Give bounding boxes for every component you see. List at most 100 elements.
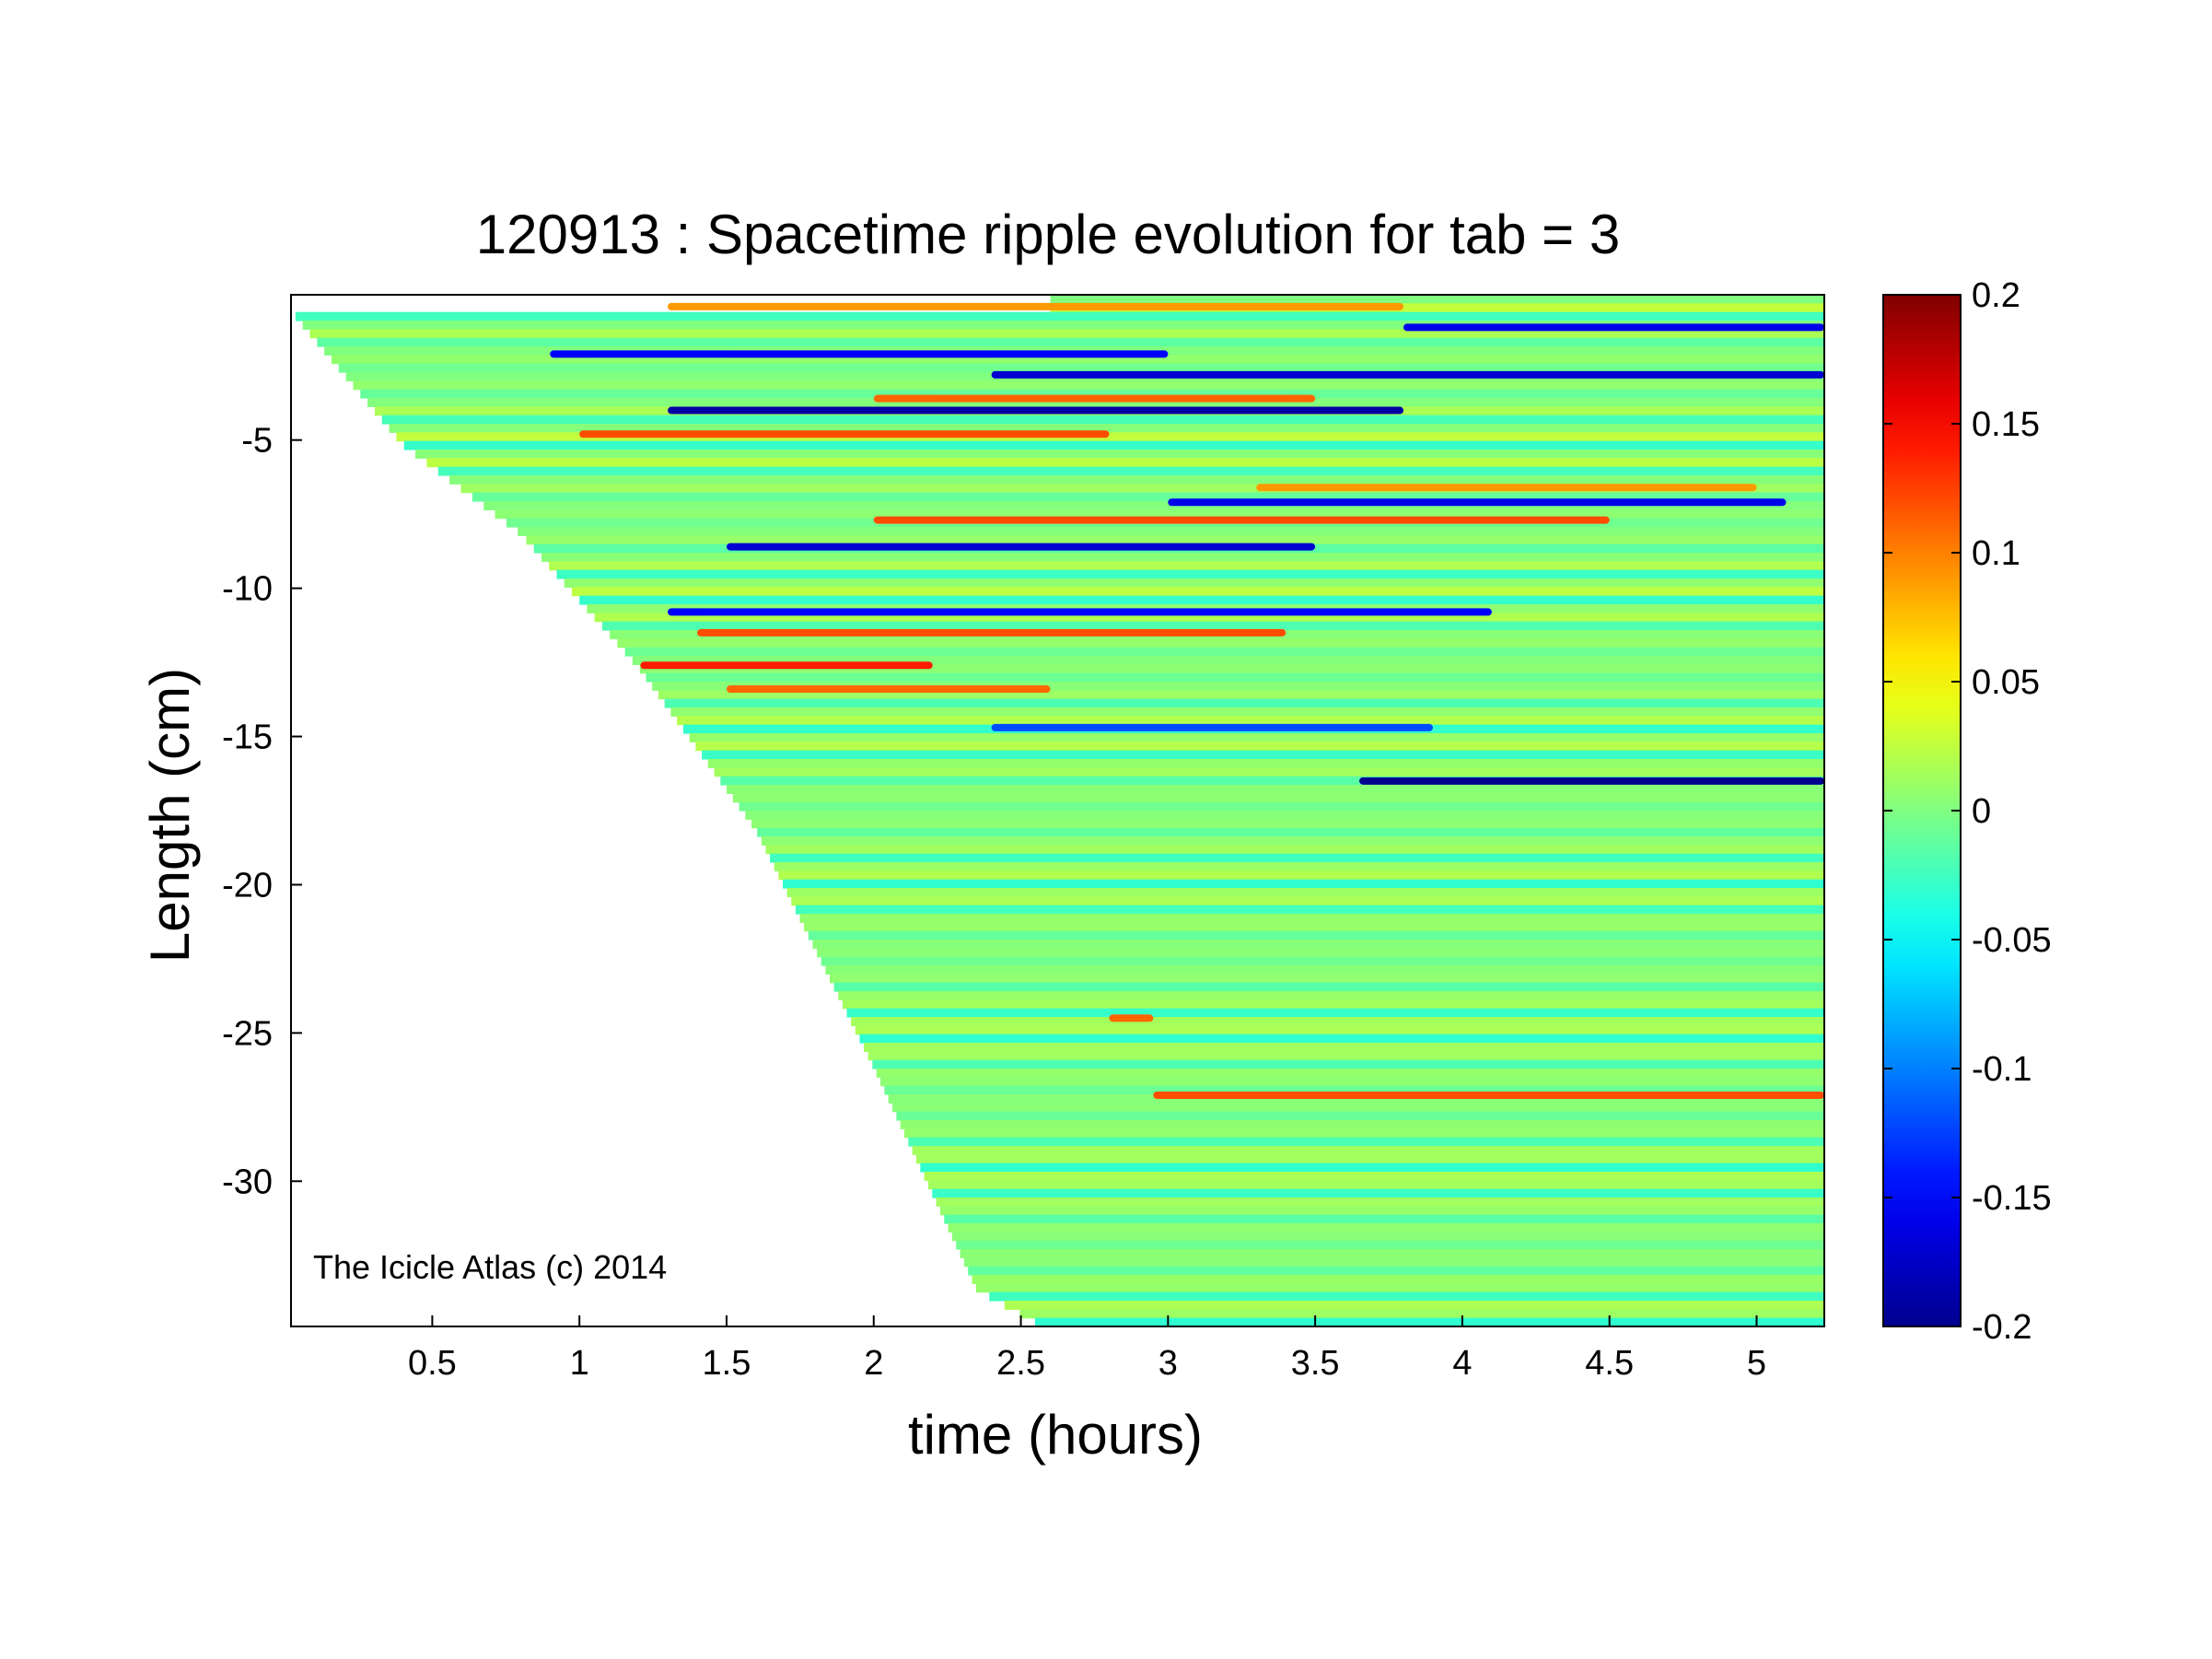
heatmap-row: [812, 940, 1824, 949]
heatmap-row: [617, 638, 1824, 648]
heatmap-row: [944, 1214, 1824, 1224]
heatmap-row: [632, 656, 1824, 665]
heatmap-row: [707, 759, 1824, 768]
heatmap-row: [915, 1154, 1824, 1164]
colorbar-tick-label: -0.15: [1972, 1179, 2052, 1218]
colorbar-tick-label: 0.15: [1972, 405, 2040, 444]
heatmap-row: [646, 672, 1824, 683]
heatmap-row: [975, 1283, 1824, 1293]
heatmap-row: [924, 1172, 1824, 1181]
ripple-band: [873, 516, 1610, 524]
heatmap-row: [960, 1249, 1824, 1258]
ripple-band: [640, 661, 933, 670]
heatmap-row: [920, 1162, 1824, 1173]
heatmap-row: [601, 621, 1824, 631]
heatmap-row: [353, 380, 1824, 391]
colorbar-tick-label: -0.05: [1972, 921, 2052, 960]
ripple-band: [1359, 777, 1824, 785]
heatmap-row: [989, 1291, 1824, 1302]
x-axis-label: time (hours): [908, 1404, 1203, 1466]
ripple-band: [726, 543, 1316, 551]
heatmap-row: [732, 793, 1824, 803]
ripple-band: [726, 685, 1051, 694]
y-tick-label: -25: [222, 1014, 273, 1053]
heatmap-row: [437, 466, 1824, 476]
y-tick-label: -30: [222, 1162, 273, 1201]
heatmap-row: [838, 991, 1824, 1000]
heatmap-row: [936, 1198, 1824, 1207]
heatmap-row: [972, 1275, 1824, 1284]
heatmap-row: [579, 595, 1824, 605]
ripple-band: [1168, 498, 1787, 507]
heatmap-row: [727, 785, 1824, 794]
heatmap-row: [939, 1206, 1824, 1216]
heatmap-row: [884, 1085, 1824, 1095]
heatmap-row: [403, 440, 1824, 450]
heatmap-plot-area: [295, 295, 1824, 1326]
colorbar-tick-label: -0.1: [1972, 1050, 2032, 1089]
heatmap-row: [912, 1146, 1824, 1155]
x-tick-label: 3.5: [1291, 1344, 1340, 1383]
heatmap-row: [795, 905, 1824, 915]
heatmap-row: [846, 1008, 1824, 1018]
heatmap-row: [460, 484, 1824, 494]
heatmap-row: [963, 1257, 1824, 1268]
y-tick-label: -5: [241, 422, 273, 461]
ripple-band: [668, 302, 1404, 310]
heatmap-row: [594, 613, 1824, 623]
heatmap-row: [720, 776, 1824, 786]
heatmap-row: [888, 1094, 1824, 1104]
heatmap-row: [774, 862, 1824, 871]
heatmap-row: [786, 888, 1824, 897]
heatmap-row: [876, 1069, 1824, 1078]
ripple-band: [991, 370, 1824, 379]
heatmap-row: [381, 415, 1824, 425]
heatmap-row: [426, 458, 1824, 468]
heatmap-row: [908, 1137, 1824, 1147]
x-tick-label: 2: [864, 1344, 883, 1383]
ripple-band: [579, 430, 1110, 438]
heatmap-row: [765, 845, 1824, 855]
colorbar-ticks: 0.2 0.15 0.1 0.05 0 -0.05 -0.1 -0.15 -0.2: [1883, 276, 2052, 1347]
heatmap-row: [739, 801, 1824, 812]
heatmap-row: [951, 1232, 1824, 1242]
heatmap-row: [483, 501, 1824, 510]
ripple-band: [668, 608, 1492, 616]
heatmap-row: [956, 1240, 1824, 1250]
heatmap-row: [761, 836, 1824, 846]
heatmap-row: [1019, 1309, 1824, 1319]
colorbar-tick-label: 0.05: [1972, 663, 2040, 702]
heatmap-row: [867, 1051, 1824, 1061]
x-axis-ticks: 0.5 1 1.5 2 2.5 3 3.5 4 4.5 5: [408, 1315, 1766, 1383]
y-axis-ticks: -5 -10 -15 -20 -25 -30: [222, 422, 302, 1201]
heatmap-row: [1050, 303, 1824, 313]
heatmap-row: [825, 965, 1824, 975]
heatmap-row: [892, 1103, 1824, 1113]
heatmap-row: [549, 561, 1824, 571]
ripple-band: [668, 406, 1404, 415]
heatmap-row: [968, 1266, 1824, 1276]
heatmap-row: [842, 999, 1824, 1010]
heatmap-row: [360, 389, 1824, 399]
heatmap-row: [664, 698, 1824, 708]
heatmap-row: [829, 974, 1824, 984]
colorbar-tick-label: -0.2: [1972, 1308, 2032, 1347]
heatmap-row: [904, 1128, 1824, 1139]
heatmap-row: [1034, 1317, 1824, 1326]
heatmap-row: [757, 827, 1824, 837]
ripple-band: [550, 350, 1169, 358]
colorbar-tick-label: 0.1: [1972, 534, 2020, 573]
heatmap-row: [331, 355, 1824, 365]
heatmap-row: [896, 1111, 1824, 1121]
ripple-band: [1153, 1091, 1824, 1099]
y-tick-label: -15: [222, 719, 273, 757]
heatmap-row: [783, 879, 1824, 889]
ripple-band: [697, 628, 1286, 637]
heatmap-row: [851, 1017, 1824, 1026]
x-tick-label: 5: [1747, 1344, 1766, 1383]
y-tick-label: -10: [222, 570, 273, 609]
heatmap-row: [677, 716, 1824, 726]
heatmap-row: [948, 1223, 1824, 1233]
heatmap-row: [541, 553, 1824, 562]
heatmap-row: [652, 682, 1824, 691]
